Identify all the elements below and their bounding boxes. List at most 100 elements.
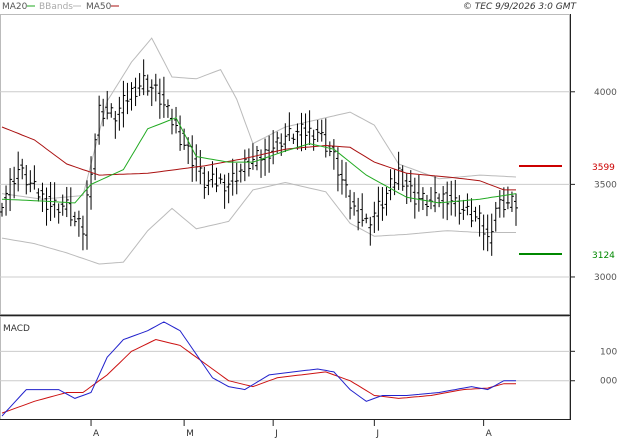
- price-bar: [153, 73, 158, 102]
- price-bar: [101, 98, 106, 127]
- price-bar: [0, 202, 4, 217]
- price-bar: [477, 205, 482, 237]
- price-bar: [315, 120, 320, 142]
- price-bar: [445, 181, 450, 221]
- price-bar: [234, 162, 239, 195]
- macd-y-ticks: 000 100: [570, 347, 617, 387]
- price-bar: [303, 113, 308, 151]
- price-bar: [364, 213, 369, 224]
- price-bar: [339, 159, 344, 195]
- price-bar: [218, 173, 223, 184]
- x-tick-label: J: [375, 429, 379, 439]
- macd-grid: [0, 350, 570, 382]
- price-bar: [372, 201, 377, 233]
- price-bar: [259, 149, 264, 178]
- price-bar: [295, 123, 300, 150]
- price-bar: [72, 211, 77, 227]
- price-bar: [36, 188, 41, 202]
- price-bar: [469, 198, 474, 228]
- price-bar: [368, 216, 373, 246]
- price-bar: [453, 179, 458, 217]
- price-bar: [8, 168, 13, 212]
- price-bar: [493, 201, 498, 232]
- price-bar: [404, 172, 409, 204]
- price-bar: [352, 192, 357, 216]
- price-bar: [137, 73, 142, 97]
- price-bar: [145, 74, 150, 96]
- legend: MA20 BBands MA50: [2, 2, 119, 12]
- price-bar: [263, 138, 268, 176]
- price-bar: [514, 193, 518, 226]
- price-bar: [68, 187, 73, 227]
- macd-y-tick-label: 000: [600, 377, 617, 387]
- price-bar: [283, 123, 288, 153]
- price-bar: [275, 131, 280, 154]
- price-bar: [125, 82, 130, 115]
- macd-panel-frame: [0, 316, 570, 420]
- price-bar: [331, 139, 336, 170]
- level-label: 3124: [592, 251, 615, 261]
- price-bar: [161, 76, 166, 118]
- price-bar: [457, 195, 462, 225]
- price-y-tick-label: 4000: [594, 88, 617, 98]
- price-bar: [178, 115, 183, 151]
- price-bar: [356, 197, 361, 231]
- price-bar: [380, 187, 385, 221]
- x-tick-label: A: [93, 429, 100, 439]
- macd-title: MACD: [3, 324, 30, 334]
- price-bar: [169, 108, 174, 135]
- price-bar: [52, 182, 57, 218]
- price-bar: [182, 128, 187, 150]
- price-bar: [323, 118, 328, 158]
- price-bar: [113, 110, 118, 139]
- price-bar: [226, 172, 231, 204]
- legend-bbands: BBands: [39, 2, 73, 12]
- price-bar: [376, 186, 381, 231]
- price-bar: [271, 130, 276, 165]
- price-bar: [449, 180, 454, 216]
- price-bar: [194, 144, 199, 182]
- price-bar: [388, 169, 393, 201]
- price-bar: [109, 103, 114, 118]
- timestamp: © TEC 9/9/2026 3:0 GMT: [463, 2, 578, 12]
- macd-lines: [1, 321, 516, 417]
- price-bar: [433, 176, 438, 213]
- x-tick-label: J: [274, 429, 278, 439]
- legend-ma20: MA20: [2, 2, 28, 12]
- moving-averages: [1, 117, 517, 204]
- price-bar: [214, 167, 219, 193]
- level-label: 3599: [592, 163, 615, 173]
- price-bar: [20, 158, 25, 180]
- price-bar: [420, 187, 425, 211]
- macd-y-tick-label: 100: [600, 347, 617, 357]
- price-bar: [267, 135, 272, 173]
- price-bar: [489, 213, 494, 256]
- price-bar: [210, 161, 215, 188]
- price-bar: [141, 59, 146, 96]
- price-bar: [40, 182, 45, 212]
- price-bar: [56, 203, 61, 224]
- price-bar: [24, 165, 29, 195]
- price-bar: [129, 82, 134, 111]
- price-bar: [497, 190, 502, 218]
- price-bar: [230, 158, 235, 196]
- price-bar: [105, 90, 110, 120]
- price-bar: [473, 206, 478, 222]
- price-bar: [32, 165, 37, 190]
- price-bar: [501, 187, 506, 218]
- price-bar: [97, 95, 102, 145]
- price-bar: [291, 133, 296, 144]
- price-bar: [408, 170, 413, 203]
- price-bar: [461, 199, 466, 220]
- level-annotations: 3599 3124: [519, 163, 615, 261]
- price-bar: [93, 133, 98, 181]
- price-bar: [89, 156, 94, 210]
- legend-ma50: MA50: [86, 2, 112, 12]
- price-bar: [299, 112, 304, 152]
- price-bar: [133, 77, 138, 107]
- price-bar: [307, 110, 312, 146]
- price-bar: [481, 214, 486, 251]
- x-tick-label: M: [186, 429, 194, 439]
